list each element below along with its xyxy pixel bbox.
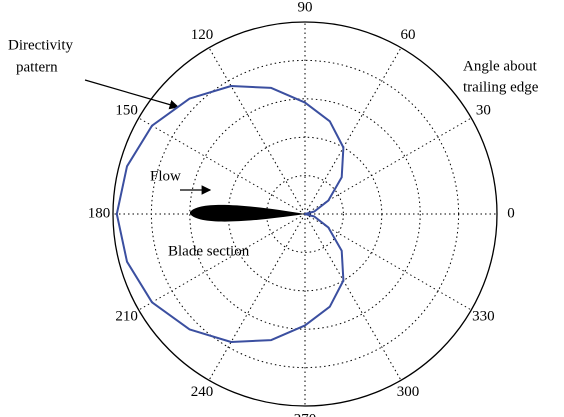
theta-tick-label: 150 bbox=[115, 102, 138, 118]
annotation: Angle about bbox=[463, 58, 538, 74]
theta-tick-label: 270 bbox=[294, 411, 317, 417]
theta-tick-label: 90 bbox=[298, 0, 313, 15]
grid-spoke bbox=[139, 214, 305, 310]
annotation: trailing edge bbox=[463, 79, 539, 95]
grid-spoke bbox=[209, 48, 305, 214]
grid-spoke bbox=[139, 118, 305, 214]
annotation: Directivity bbox=[8, 37, 73, 53]
chart: Directivity pattern Angle about trailing… bbox=[0, 0, 564, 417]
annotation: pattern bbox=[16, 59, 58, 75]
grid-spoke bbox=[305, 48, 401, 214]
theta-tick-label: 120 bbox=[191, 27, 214, 43]
theta-tick-label: 300 bbox=[397, 384, 420, 400]
annotation: Blade section bbox=[168, 243, 250, 259]
grid-spoke bbox=[209, 214, 305, 380]
theta-tick-label: 330 bbox=[472, 308, 495, 324]
theta-tick-label: 30 bbox=[476, 102, 491, 118]
theta-tick-label: 210 bbox=[115, 308, 138, 324]
theta-tick-label: 60 bbox=[401, 27, 416, 43]
blade-section bbox=[190, 205, 305, 222]
theta-tick-label: 0 bbox=[507, 205, 515, 221]
grid-spoke bbox=[305, 214, 401, 380]
theta-tick-label: 180 bbox=[88, 205, 111, 221]
annotation: Flow bbox=[150, 168, 181, 184]
theta-tick-label: 240 bbox=[191, 384, 214, 400]
